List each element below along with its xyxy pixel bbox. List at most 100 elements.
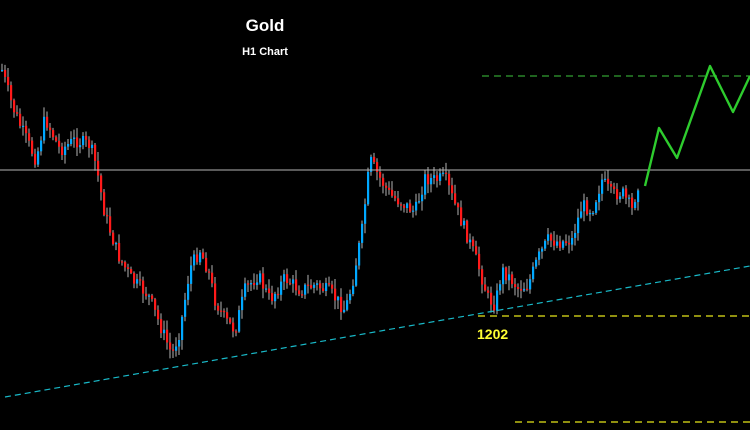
candle-body bbox=[457, 203, 460, 208]
candle-body bbox=[163, 329, 166, 334]
candle-body bbox=[106, 215, 109, 217]
candle-body bbox=[574, 233, 577, 238]
candle-body bbox=[460, 207, 463, 226]
candle-body bbox=[190, 265, 193, 284]
candle-body bbox=[550, 234, 553, 241]
candle-body bbox=[97, 160, 100, 176]
candle-body bbox=[271, 293, 274, 302]
candle-body bbox=[28, 133, 31, 141]
candle-body bbox=[343, 309, 346, 313]
candle-body bbox=[475, 246, 478, 254]
candle-body bbox=[532, 266, 535, 280]
projection-path bbox=[643, 64, 750, 187]
candle-body bbox=[322, 288, 325, 291]
candle-body bbox=[217, 305, 220, 311]
candle-body bbox=[427, 174, 430, 185]
candle-body bbox=[82, 136, 85, 146]
candle-body bbox=[103, 192, 106, 215]
candle-body bbox=[175, 346, 178, 351]
candle-body bbox=[151, 295, 154, 300]
candle-body bbox=[325, 283, 328, 291]
candle-body bbox=[313, 284, 316, 288]
candle-body bbox=[331, 284, 334, 289]
candle-body bbox=[262, 273, 265, 289]
candle-body bbox=[139, 279, 142, 281]
candle-body bbox=[145, 293, 148, 297]
candle-body bbox=[199, 252, 202, 263]
candle-body bbox=[181, 316, 184, 340]
candle-body bbox=[289, 283, 292, 285]
candle-body bbox=[127, 267, 130, 269]
candle-body bbox=[523, 288, 526, 291]
candle-body bbox=[118, 243, 121, 262]
candle-body bbox=[451, 185, 454, 194]
candle-body bbox=[253, 283, 256, 286]
candle-body bbox=[583, 200, 586, 212]
candle-body bbox=[220, 310, 223, 312]
candle-body bbox=[571, 238, 574, 245]
candle-body bbox=[208, 271, 211, 273]
chart-title: Gold bbox=[245, 16, 285, 35]
candle-body bbox=[607, 178, 610, 184]
candle-body bbox=[13, 100, 16, 113]
candle-body bbox=[541, 248, 544, 252]
candle-body bbox=[568, 242, 571, 245]
candle-body bbox=[265, 288, 268, 290]
candle-body bbox=[358, 242, 361, 266]
candle-body bbox=[379, 171, 382, 178]
candle-body bbox=[592, 212, 595, 215]
candle-body bbox=[397, 198, 400, 205]
candle-body bbox=[367, 171, 370, 205]
candle-body bbox=[298, 290, 301, 295]
candle-body bbox=[400, 204, 403, 206]
candle-body bbox=[214, 283, 217, 306]
candle-body bbox=[385, 185, 388, 188]
candle-body bbox=[223, 310, 226, 313]
candle-body bbox=[202, 252, 205, 258]
candle-body bbox=[538, 251, 541, 260]
candle-body bbox=[370, 156, 373, 172]
candle-body bbox=[238, 310, 241, 332]
candle-body bbox=[391, 189, 394, 196]
candle-body bbox=[154, 299, 157, 310]
candle-body bbox=[250, 283, 253, 285]
candle-body bbox=[1, 69, 4, 72]
candle-body bbox=[4, 69, 7, 77]
candle-body bbox=[355, 265, 358, 286]
candle-body bbox=[94, 144, 97, 161]
candle-body bbox=[472, 239, 475, 247]
candle-body bbox=[595, 202, 598, 213]
candle-body bbox=[406, 203, 409, 208]
candle-body bbox=[562, 241, 565, 248]
candle-body bbox=[346, 300, 349, 310]
candle-body bbox=[310, 285, 313, 288]
candle-body bbox=[283, 274, 286, 282]
candle-body bbox=[559, 241, 562, 248]
candle-body bbox=[160, 319, 163, 334]
candle-body bbox=[58, 140, 61, 147]
candle-body bbox=[184, 299, 187, 317]
candle-body bbox=[178, 340, 181, 347]
candle-body bbox=[130, 269, 133, 274]
candle-body bbox=[25, 125, 28, 134]
candle-body bbox=[205, 257, 208, 272]
candle-body bbox=[133, 273, 136, 284]
candle-body bbox=[55, 137, 58, 141]
candle-body bbox=[412, 210, 415, 212]
candle-body bbox=[349, 294, 352, 301]
rising-trendline bbox=[4, 265, 750, 398]
candle-body bbox=[487, 290, 490, 293]
candle-body bbox=[301, 294, 304, 296]
candle-body bbox=[109, 216, 112, 233]
candle-body bbox=[478, 253, 481, 270]
candle-body bbox=[49, 127, 52, 131]
candle-body bbox=[316, 283, 319, 285]
candle-body bbox=[517, 287, 520, 289]
candle-body bbox=[409, 203, 412, 212]
candle-body bbox=[295, 279, 298, 291]
candle-body bbox=[88, 139, 91, 148]
candle-body bbox=[193, 254, 196, 266]
candle-body bbox=[481, 269, 484, 285]
candle-body bbox=[10, 85, 13, 101]
candle-body bbox=[328, 283, 331, 285]
